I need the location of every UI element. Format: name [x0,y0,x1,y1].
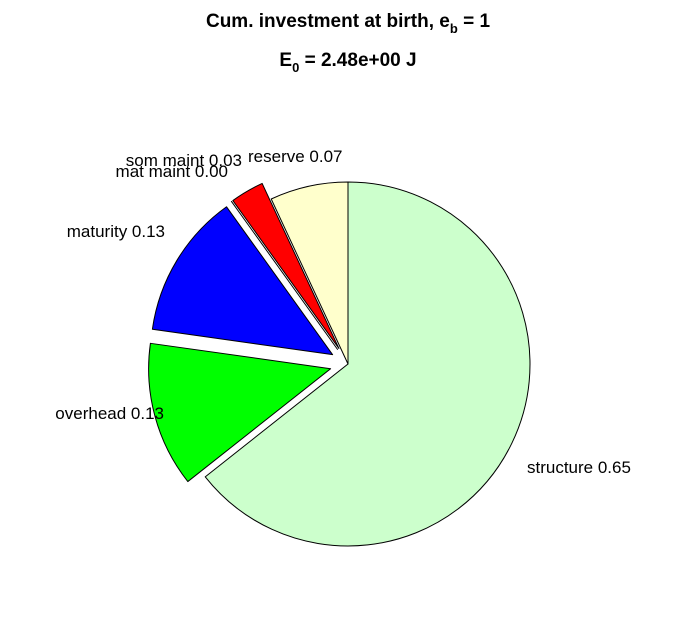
pie-label-maturity: maturity 0.13 [67,222,165,241]
pie-slices [148,181,531,547]
chart-title-line2: E0 = 2.48e+00 J [279,50,416,75]
pie-slice-maturity [151,206,334,356]
pie-slice-mat-maint [230,200,339,350]
chart-title-line1: Cum. investment at birth, eb = 1 [206,11,490,36]
pie-slice-reserve [270,181,349,365]
pie-label-mat-maint: mat maint 0.00 [116,162,228,181]
pie-slice-overhead [148,342,332,483]
pie-label-structure: structure 0.65 [527,458,631,477]
pie-label-overhead: overhead 0.13 [55,404,164,423]
pie-slice-structure [204,181,531,547]
pie-label-som-maint: som maint 0.03 [126,151,242,170]
pie-label-reserve: reserve 0.07 [248,147,343,166]
pie-labels: structure 0.65 overhead 0.13 maturity 0.13… [55,147,631,477]
pie-slice-som-maint [232,182,340,349]
